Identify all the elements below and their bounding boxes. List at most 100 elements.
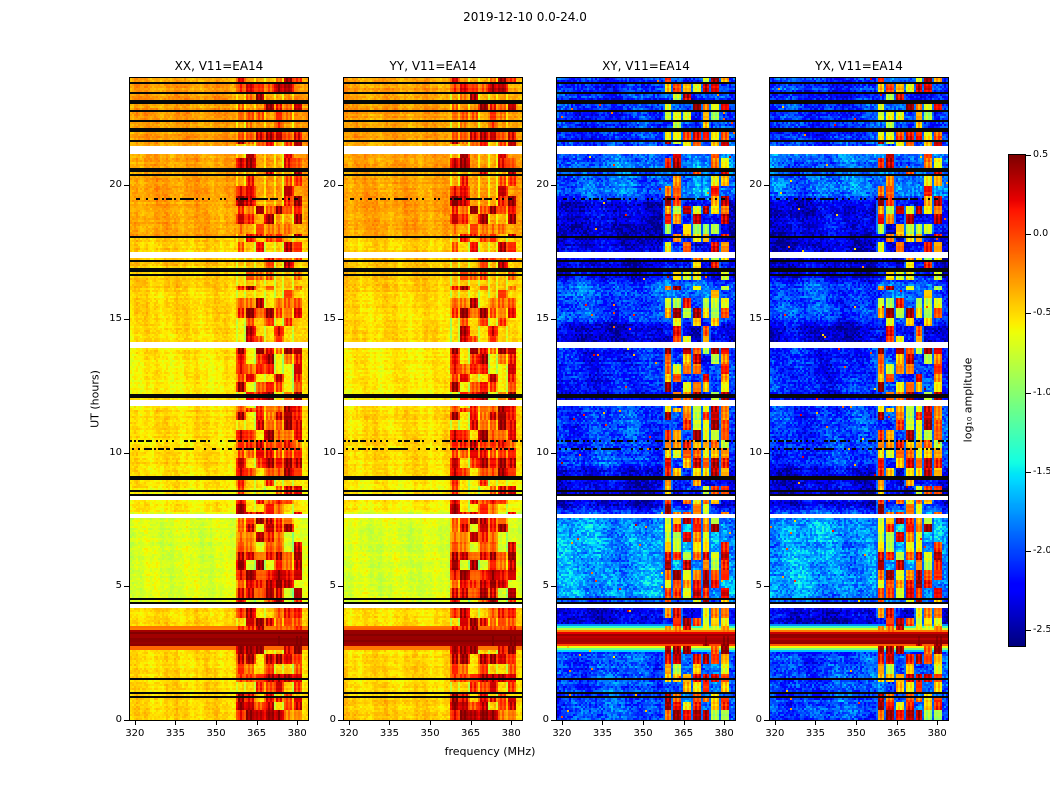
- x-tick-label: 320: [339, 728, 359, 739]
- y-tick: [124, 586, 129, 588]
- heatmap-canvas-yy: [344, 78, 522, 720]
- y-tick-label: 20: [536, 179, 549, 190]
- y-tick-label: 20: [109, 179, 122, 190]
- y-tick: [338, 720, 343, 721]
- colorbar-canvas: [1009, 155, 1025, 646]
- x-tick-label: 350: [846, 728, 866, 739]
- y-tick-label: 10: [109, 446, 122, 458]
- x-tick: [937, 721, 939, 725]
- panel-title-yx: YX, V11=EA14: [815, 59, 903, 73]
- y-tick-label: 10: [536, 446, 549, 458]
- y-tick: [124, 452, 129, 454]
- y-tick-label: 15: [109, 312, 122, 324]
- x-tick-label: 350: [206, 728, 226, 739]
- x-tick-label: 335: [592, 728, 612, 739]
- y-tick-label: 10: [749, 446, 762, 458]
- x-tick-label: 350: [633, 728, 653, 739]
- colorbar-tick: [1026, 392, 1031, 394]
- colorbar-tick-label: -1.5: [1033, 465, 1050, 477]
- x-tick: [602, 721, 604, 725]
- x-tick: [256, 721, 258, 725]
- x-tick: [511, 721, 513, 725]
- y-tick-label: 5: [542, 580, 549, 592]
- colorbar-tick: [1026, 550, 1031, 552]
- y-tick: [338, 318, 343, 320]
- y-tick: [551, 318, 556, 320]
- x-tick-label: 335: [165, 728, 185, 739]
- y-tick: [764, 318, 769, 320]
- y-tick-label: 5: [755, 580, 762, 592]
- x-tick: [297, 721, 299, 725]
- colorbar-tick: [1026, 471, 1031, 473]
- x-tick: [774, 721, 776, 725]
- x-tick: [175, 721, 177, 725]
- x-tick: [724, 721, 726, 725]
- heatmap-canvas-xx: [130, 78, 308, 720]
- colorbar: [1008, 154, 1026, 647]
- panel-title-xy: XY, V11=EA14: [602, 59, 690, 73]
- x-tick-label: 365: [461, 728, 481, 739]
- y-tick-label: 0: [329, 714, 336, 725]
- y-tick-label: 0: [115, 714, 122, 725]
- colorbar-tick-label: 0.5: [1033, 149, 1049, 160]
- y-tick-label: 5: [329, 580, 336, 592]
- y-tick: [338, 452, 343, 454]
- heatmap-panel-xy: [556, 77, 736, 721]
- colorbar-tick-label: -2.5: [1033, 624, 1050, 636]
- y-tick: [338, 586, 343, 588]
- y-tick-label: 0: [542, 714, 549, 725]
- x-tick: [216, 721, 218, 725]
- colorbar-tick: [1026, 155, 1031, 156]
- x-tick-label: 380: [927, 728, 947, 739]
- x-tick-label: 320: [552, 728, 572, 739]
- colorbar-tick-label: -1.0: [1033, 386, 1050, 398]
- y-tick: [124, 720, 129, 721]
- x-tick-label: 365: [887, 728, 907, 739]
- y-tick-label: 15: [749, 312, 762, 324]
- x-tick: [430, 721, 432, 725]
- x-tick-label: 365: [674, 728, 694, 739]
- x-tick: [643, 721, 645, 725]
- y-tick-label: 20: [323, 179, 336, 190]
- x-tick-label: 365: [247, 728, 267, 739]
- y-tick-label: 10: [323, 446, 336, 458]
- heatmap-panel-xx: [129, 77, 309, 721]
- heatmap-panel-yx: [769, 77, 949, 721]
- y-tick: [551, 452, 556, 454]
- y-tick: [764, 452, 769, 454]
- colorbar-tick-label: 0.0: [1033, 228, 1049, 240]
- y-tick: [551, 185, 556, 186]
- heatmap-canvas-yx: [770, 78, 948, 720]
- x-axis-label: frequency (MHz): [444, 745, 536, 758]
- x-tick: [856, 721, 858, 725]
- x-tick-label: 380: [287, 728, 307, 739]
- x-tick: [896, 721, 898, 725]
- x-tick: [134, 721, 136, 725]
- y-tick: [551, 586, 556, 588]
- y-tick: [124, 185, 129, 186]
- colorbar-tick-label: -0.5: [1033, 307, 1050, 319]
- y-tick-label: 20: [749, 179, 762, 190]
- colorbar-tick-label: -2.0: [1033, 544, 1050, 556]
- x-tick: [815, 721, 817, 725]
- x-tick: [561, 721, 563, 725]
- x-tick-label: 380: [501, 728, 521, 739]
- x-tick: [389, 721, 391, 725]
- y-tick: [764, 586, 769, 588]
- y-tick: [338, 185, 343, 186]
- y-axis-label: UT (hours): [88, 370, 102, 428]
- x-tick: [470, 721, 472, 725]
- x-tick-label: 350: [420, 728, 440, 739]
- y-tick-label: 5: [115, 580, 122, 592]
- y-tick: [551, 720, 556, 721]
- x-tick-label: 320: [765, 728, 785, 739]
- x-tick-label: 335: [379, 728, 399, 739]
- y-tick: [124, 318, 129, 320]
- panel-title-xx: XX, V11=EA14: [174, 59, 264, 73]
- x-tick-label: 335: [805, 728, 825, 739]
- colorbar-tick: [1026, 234, 1031, 236]
- y-tick: [764, 185, 769, 186]
- figure-title: 2019-12-10 0.0-24.0: [463, 10, 587, 24]
- y-tick-label: 15: [536, 312, 549, 324]
